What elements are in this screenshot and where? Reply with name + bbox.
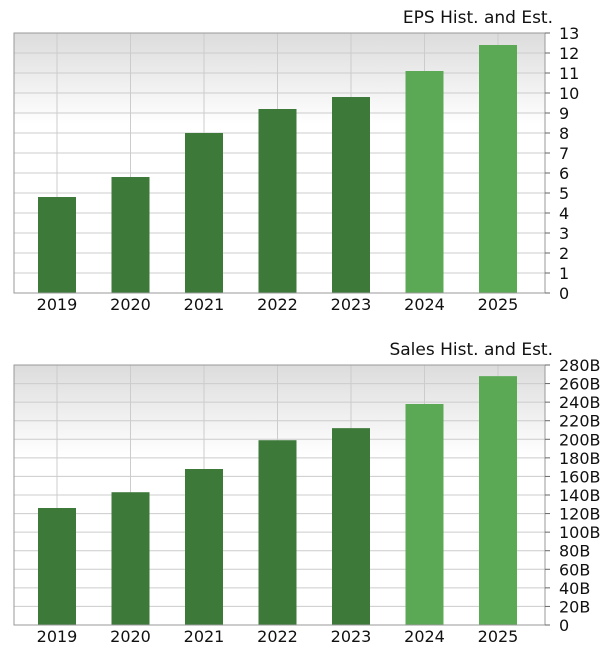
eps-x-tick-label: 2019 <box>37 295 78 314</box>
eps-bar-2022 <box>258 109 297 293</box>
eps-y-tick-label: 13 <box>559 24 579 43</box>
eps-y-tick-label: 11 <box>559 64 579 83</box>
sales-y-tick-label: 280B <box>559 356 601 375</box>
sales-y-tick-label: 180B <box>559 449 601 468</box>
eps-bar-2020 <box>111 177 150 293</box>
sales-y-tick-label: 240B <box>559 393 601 412</box>
sales-chart-title: Sales Hist. and Est. <box>389 340 553 360</box>
sales-y-tick-label: 220B <box>559 412 601 431</box>
eps-x-tick-label: 2025 <box>478 295 519 314</box>
sales-y-tick-label: 40B <box>559 579 590 598</box>
eps-bar-2023 <box>332 97 370 293</box>
eps-y-tick-label: 7 <box>559 144 569 163</box>
eps-bar-2019 <box>38 197 76 293</box>
eps-x-axis: 2019 2020 2021 2022 2023 2024 2025 <box>37 295 519 314</box>
sales-y-tick-label: 0 <box>559 616 569 635</box>
sales-x-tick-label: 2021 <box>184 627 225 646</box>
eps-x-tick-label: 2020 <box>110 295 151 314</box>
sales-y-axis: 020B40B60B80B100B120B140B160B180B200B220… <box>545 356 601 635</box>
sales-bar-2019 <box>38 508 76 625</box>
sales-x-tick-label: 2020 <box>110 627 151 646</box>
eps-x-tick-label: 2024 <box>404 295 445 314</box>
sales-y-tick-label: 260B <box>559 375 601 394</box>
sales-bars <box>38 376 517 625</box>
eps-y-tick-label: 2 <box>559 244 569 263</box>
eps-x-tick-label: 2021 <box>184 295 225 314</box>
eps-y-tick-label: 9 <box>559 104 569 123</box>
sales-y-tick-label: 60B <box>559 560 590 579</box>
sales-bar-2024 <box>405 404 444 625</box>
eps-y-tick-label: 12 <box>559 44 579 63</box>
eps-y-tick-label: 8 <box>559 124 569 143</box>
sales-bar-2021 <box>185 469 223 625</box>
sales-x-tick-label: 2024 <box>404 627 445 646</box>
sales-x-axis: 2019 2020 2021 2022 2023 2024 2025 <box>37 627 519 646</box>
eps-bar-2025 <box>479 45 517 293</box>
eps-bar-2021 <box>185 133 223 293</box>
eps-y-tick-label: 10 <box>559 84 579 103</box>
eps-x-tick-label: 2023 <box>331 295 372 314</box>
sales-y-tick-label: 160B <box>559 467 601 486</box>
sales-y-tick-label: 200B <box>559 430 601 449</box>
eps-x-tick-label: 2022 <box>257 295 298 314</box>
eps-plot-border <box>13 32 546 294</box>
eps-y-tick-label: 3 <box>559 224 569 243</box>
sales-bar-2025 <box>479 376 517 625</box>
eps-bar-2024 <box>405 71 444 293</box>
eps-y-tick-label: 4 <box>559 204 569 223</box>
sales-y-tick-label: 140B <box>559 486 601 505</box>
sales-bar-2020 <box>111 492 150 625</box>
sales-x-tick-label: 2025 <box>478 627 519 646</box>
sales-bar-2023 <box>332 428 370 625</box>
sales-x-tick-label: 2019 <box>37 627 78 646</box>
sales-chart: Sales Hist. and Est. 020B40B60B80B100B12… <box>13 340 601 646</box>
eps-y-tick-label: 0 <box>559 284 569 303</box>
sales-y-tick-label: 80B <box>559 542 590 561</box>
eps-y-tick-label: 1 <box>559 264 569 283</box>
sales-x-tick-label: 2023 <box>331 627 372 646</box>
eps-y-tick-label: 5 <box>559 184 569 203</box>
sales-y-tick-label: 120B <box>559 505 601 524</box>
eps-chart-title: EPS Hist. and Est. <box>403 8 553 28</box>
eps-y-tick-label: 6 <box>559 164 569 183</box>
sales-x-tick-label: 2022 <box>257 627 298 646</box>
sales-y-tick-label: 20B <box>559 597 590 616</box>
sales-bar-2022 <box>258 440 297 625</box>
eps-bars <box>38 45 517 293</box>
sales-y-tick-label: 100B <box>559 523 601 542</box>
